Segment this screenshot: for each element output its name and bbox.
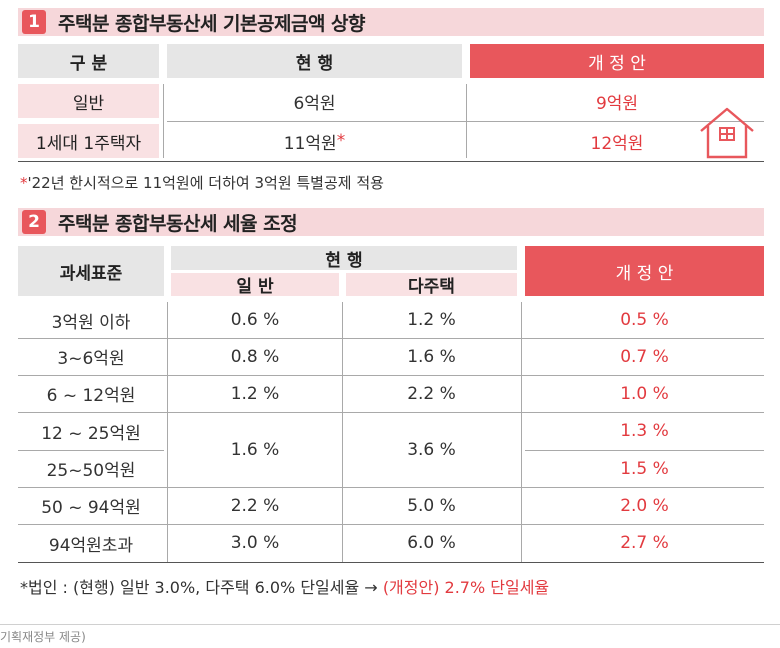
s2-proposal-cell: 2.7 % xyxy=(620,533,669,553)
s2-base-cell: 6 ~ 12억원 xyxy=(46,386,136,406)
section2-title-bar: 2 주택분 종합부동산세 세율 조정 xyxy=(18,208,764,236)
s2-row-divider xyxy=(18,524,764,525)
s2-general-cell: 1.2 % xyxy=(230,383,280,404)
s1-bottom-border xyxy=(18,161,764,162)
s2-footnote: *법인 : (현행) 일반 3.0%, 다주택 6.0% 단일세율 → (개정안… xyxy=(20,574,549,598)
s2-general-merged-cell: 1.6 % xyxy=(230,439,280,460)
s2-row-divider xyxy=(18,450,164,451)
s1-row-current: 11억원 * xyxy=(167,124,462,158)
s2-row-divider xyxy=(18,375,764,376)
s2-multi-cell: 1.2 % xyxy=(407,310,456,330)
s2-multi-cell: 6.0 % xyxy=(407,533,456,553)
s2-footnote-highlight: (개정안) 2.7% 단일세율 xyxy=(382,578,550,597)
s2-proposal-cell: 2.0 % xyxy=(620,495,669,516)
s2-row-divider xyxy=(18,338,764,339)
s1-row-proposal: 12억원 xyxy=(590,133,644,154)
s2-header-proposal: 개 정 안 xyxy=(525,246,764,296)
s2-row-divider xyxy=(18,487,764,488)
s1-header-gubun: 구 분 xyxy=(18,44,159,78)
s2-multi-cell: 2.2 % xyxy=(407,383,456,404)
s2-footnote-text: *법인 : (현행) 일반 3.0%, 다주택 6.0% 단일세율 → xyxy=(20,578,378,597)
s2-base-cell: 94억원초과 xyxy=(48,535,134,556)
s2-header-general: 일 반 xyxy=(171,273,339,297)
section1-number: 1 xyxy=(22,10,46,34)
s2-row-divider xyxy=(525,450,764,451)
s1-row-label: 1세대 1주택자 xyxy=(18,124,159,158)
s2-header-current: 현 행 xyxy=(171,246,517,271)
infographic-frame: 1 주택분 종합부동산세 기본공제금액 상향 구 분 현 행 개 정 안 일반 … xyxy=(0,8,780,625)
s2-col-divider xyxy=(167,302,168,562)
s1-footnote: *'22년 한시적으로 11억원에 더하여 3억원 특별공제 적용 xyxy=(20,172,384,193)
s2-base-cell: 3억원 이하 xyxy=(51,312,131,333)
s2-proposal-cell: 1.0 % xyxy=(620,383,669,404)
s2-row-divider xyxy=(18,412,764,413)
house-icon xyxy=(700,107,754,159)
section1-title: 주택분 종합부동산세 기본공제금액 상향 xyxy=(58,12,366,35)
s2-general-cell: 2.2 % xyxy=(230,495,280,516)
s2-proposal-cell: 1.3 % xyxy=(620,421,669,441)
s1-row-current-value: 11억원 xyxy=(283,133,337,154)
s2-proposal-cell: 0.5 % xyxy=(620,310,669,330)
s2-multi-merged-cell: 3.6 % xyxy=(407,439,456,460)
s1-footnote-text: '22년 한시적으로 11억원에 더하여 3억원 특별공제 적용 xyxy=(27,174,384,192)
section2-title: 주택분 종합부동산세 세율 조정 xyxy=(58,212,298,235)
s2-col-divider xyxy=(521,302,522,562)
s2-col-divider xyxy=(342,302,343,562)
s2-base-cell: 50 ~ 94억원 xyxy=(41,498,141,518)
s2-general-cell: 3.0 % xyxy=(230,533,280,553)
s2-header-base: 과세표준 xyxy=(18,246,164,296)
s1-header-proposal: 개 정 안 xyxy=(470,44,764,78)
s2-proposal-cell: 0.7 % xyxy=(620,346,669,367)
s1-row-label: 일반 xyxy=(18,84,159,118)
s2-base-cell: 25~50억원 xyxy=(46,461,136,481)
s2-bottom-border xyxy=(18,562,764,563)
s2-base-cell: 12 ~ 25억원 xyxy=(41,423,141,444)
s2-base-cell: 3~6억원 xyxy=(57,349,125,369)
s2-multi-cell: 1.6 % xyxy=(407,346,456,367)
s1-col-divider xyxy=(466,84,467,158)
s1-header-current: 현 행 xyxy=(167,44,462,78)
s1-row-divider xyxy=(167,121,764,122)
footnote-mark: * xyxy=(336,131,346,151)
s1-row-proposal: 9억원 xyxy=(595,93,639,114)
source-caption: 기획재정부 제공) xyxy=(0,630,86,644)
s1-row-current: 6억원 xyxy=(293,93,336,114)
s2-header-multi: 다주택 xyxy=(346,273,517,297)
s2-multi-cell: 5.0 % xyxy=(407,495,456,516)
s2-general-cell: 0.6 % xyxy=(230,310,280,330)
s2-proposal-cell: 1.5 % xyxy=(620,458,669,479)
section2-number: 2 xyxy=(22,210,46,234)
section1-title-bar: 1 주택분 종합부동산세 기본공제금액 상향 xyxy=(18,8,764,36)
footnote-star: * xyxy=(20,174,28,192)
s1-col-divider xyxy=(163,84,164,158)
s2-general-cell: 0.8 % xyxy=(230,346,280,367)
